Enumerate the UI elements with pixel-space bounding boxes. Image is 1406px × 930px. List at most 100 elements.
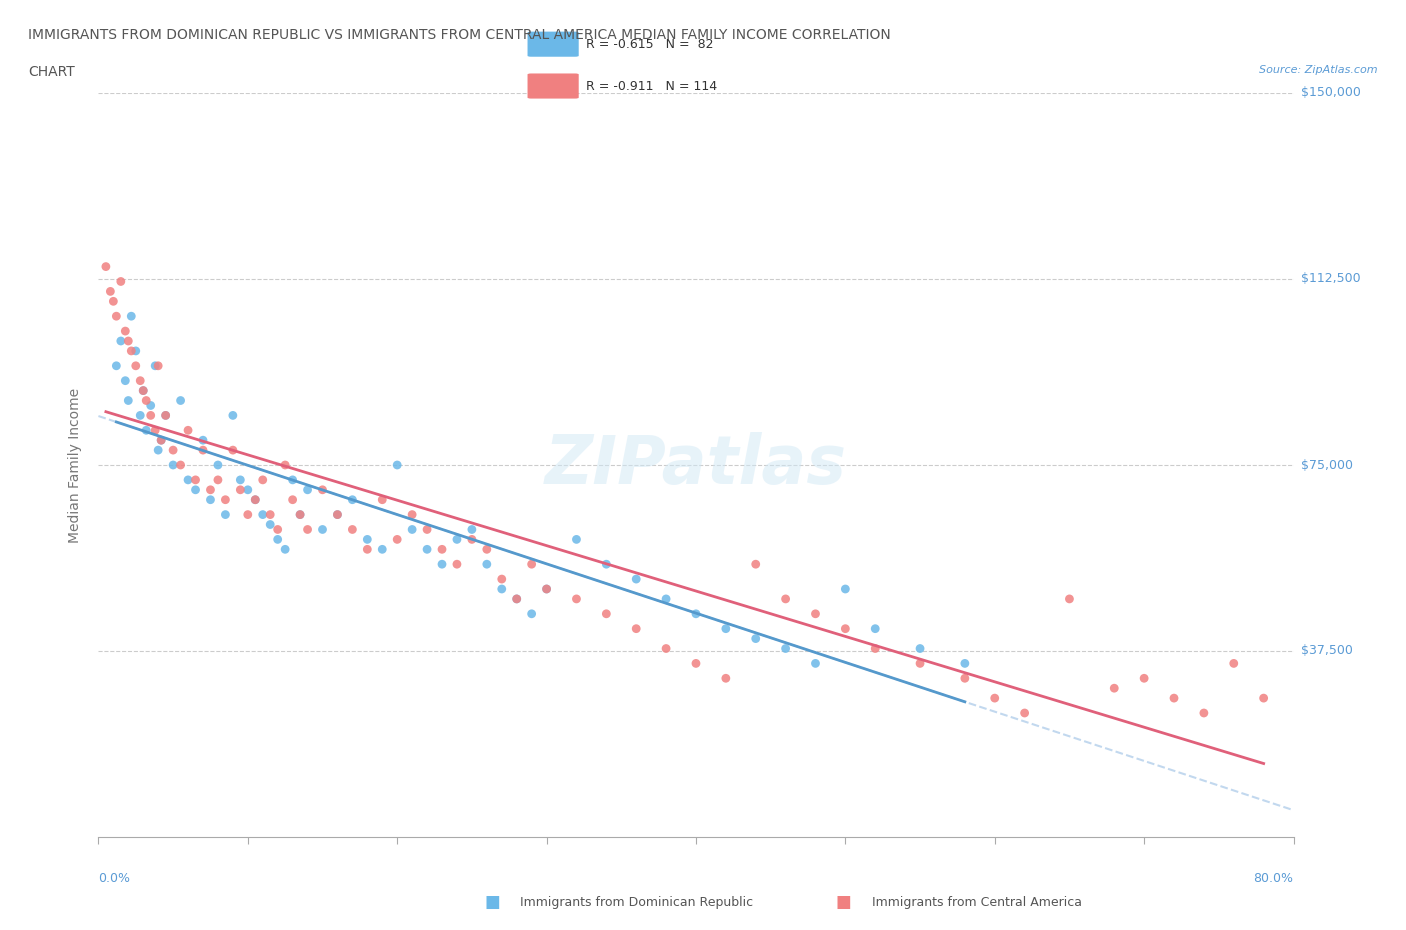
Point bbox=[191, 432, 214, 447]
Point bbox=[953, 671, 976, 685]
Point bbox=[565, 532, 588, 547]
Point bbox=[200, 483, 222, 498]
Point bbox=[385, 532, 409, 547]
Point bbox=[595, 606, 617, 621]
Point bbox=[288, 507, 311, 522]
Point bbox=[491, 572, 513, 587]
Point bbox=[520, 557, 543, 572]
Point bbox=[416, 522, 439, 537]
Point bbox=[177, 423, 200, 438]
Text: Source: ZipAtlas.com: Source: ZipAtlas.com bbox=[1260, 65, 1378, 75]
Point bbox=[863, 621, 886, 636]
Point bbox=[214, 507, 236, 522]
Point bbox=[1102, 681, 1125, 696]
Point bbox=[222, 443, 245, 458]
Point bbox=[94, 259, 117, 274]
Point bbox=[745, 631, 768, 646]
Text: ■: ■ bbox=[484, 893, 501, 911]
Text: IMMIGRANTS FROM DOMINICAN REPUBLIC VS IMMIGRANTS FROM CENTRAL AMERICA MEDIAN FAM: IMMIGRANTS FROM DOMINICAN REPUBLIC VS IM… bbox=[28, 28, 891, 42]
Text: 0.0%: 0.0% bbox=[98, 872, 131, 885]
Point bbox=[430, 542, 453, 557]
Point bbox=[506, 591, 529, 606]
Point bbox=[245, 492, 267, 507]
Point bbox=[401, 522, 423, 537]
Point bbox=[446, 557, 468, 572]
Point bbox=[430, 557, 453, 572]
Point bbox=[834, 621, 856, 636]
Point bbox=[714, 621, 737, 636]
Point bbox=[475, 542, 498, 557]
Point bbox=[155, 408, 177, 423]
Point bbox=[103, 294, 125, 309]
Point bbox=[326, 507, 349, 522]
Point bbox=[184, 483, 207, 498]
Text: $150,000: $150,000 bbox=[1301, 86, 1361, 100]
Point bbox=[214, 492, 236, 507]
Point bbox=[804, 656, 827, 671]
Point bbox=[155, 408, 177, 423]
Point bbox=[446, 532, 468, 547]
Text: $75,000: $75,000 bbox=[1301, 458, 1353, 472]
Point bbox=[267, 522, 290, 537]
Point bbox=[169, 393, 191, 408]
Point bbox=[655, 591, 678, 606]
Point bbox=[267, 532, 290, 547]
Point bbox=[1192, 706, 1215, 721]
Point bbox=[342, 522, 364, 537]
Point bbox=[129, 373, 152, 388]
Point bbox=[143, 358, 166, 373]
Point bbox=[536, 581, 558, 596]
Point bbox=[252, 472, 274, 487]
Point bbox=[98, 284, 122, 299]
Point bbox=[120, 343, 142, 358]
Point bbox=[236, 507, 259, 522]
Point bbox=[110, 274, 132, 289]
Point bbox=[834, 581, 856, 596]
Point bbox=[714, 671, 737, 685]
Point bbox=[863, 641, 886, 656]
Point bbox=[125, 358, 148, 373]
Point bbox=[222, 408, 245, 423]
Point bbox=[105, 309, 128, 324]
Point bbox=[491, 581, 513, 596]
Point bbox=[229, 472, 252, 487]
Text: $112,500: $112,500 bbox=[1301, 272, 1360, 286]
Point bbox=[162, 443, 184, 458]
Point bbox=[685, 656, 707, 671]
Point bbox=[506, 591, 529, 606]
Text: 80.0%: 80.0% bbox=[1254, 872, 1294, 885]
Point bbox=[207, 472, 229, 487]
Point bbox=[281, 472, 304, 487]
Point bbox=[120, 309, 142, 324]
Point bbox=[624, 621, 647, 636]
Point bbox=[184, 472, 207, 487]
Point bbox=[148, 443, 170, 458]
FancyBboxPatch shape bbox=[527, 73, 579, 99]
Point bbox=[1253, 691, 1275, 706]
Point bbox=[311, 522, 333, 537]
Point bbox=[252, 507, 274, 522]
Point bbox=[117, 393, 139, 408]
Point bbox=[274, 458, 297, 472]
Point bbox=[117, 334, 139, 349]
Point bbox=[385, 458, 409, 472]
Point bbox=[1222, 656, 1246, 671]
Point bbox=[162, 458, 184, 472]
Point bbox=[1133, 671, 1156, 685]
Point bbox=[520, 606, 543, 621]
Point bbox=[297, 483, 319, 498]
Point bbox=[281, 492, 304, 507]
Point bbox=[236, 483, 259, 498]
Point bbox=[1163, 691, 1185, 706]
Point bbox=[1059, 591, 1081, 606]
Text: Immigrants from Central America: Immigrants from Central America bbox=[872, 896, 1081, 909]
Point bbox=[685, 606, 707, 621]
Point bbox=[1014, 706, 1036, 721]
Point bbox=[135, 423, 157, 438]
Point bbox=[371, 492, 394, 507]
Point bbox=[114, 324, 136, 339]
Point bbox=[475, 557, 498, 572]
Point bbox=[745, 557, 768, 572]
Point bbox=[132, 383, 155, 398]
Point bbox=[371, 542, 394, 557]
